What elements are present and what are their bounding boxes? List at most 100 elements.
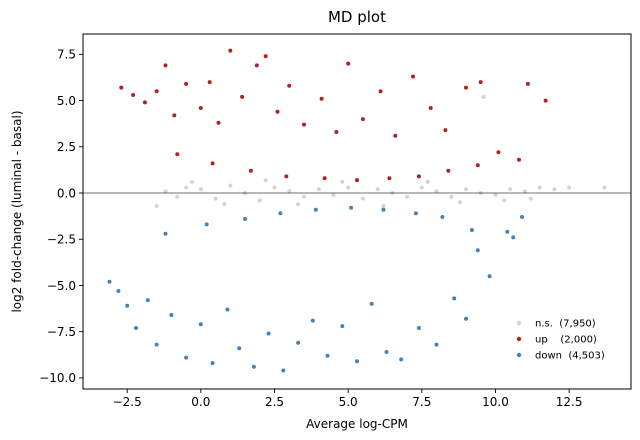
point-down: [163, 231, 168, 236]
point-up: [275, 109, 280, 114]
point-ns: [522, 189, 527, 194]
point-up: [287, 83, 292, 88]
point-down: [310, 318, 315, 323]
legend-marker-up: [516, 336, 522, 342]
x-tick-label: 0.0: [191, 395, 210, 409]
point-ns: [213, 196, 218, 201]
point-down: [116, 289, 121, 293]
point-up: [154, 89, 159, 94]
x-tick-label: 2.5: [265, 395, 284, 409]
point-down: [399, 357, 404, 362]
point-up: [228, 48, 233, 53]
legend-label-down: down (4,503): [535, 351, 605, 362]
point-ns: [287, 189, 292, 194]
point-down: [452, 296, 457, 301]
point-down: [487, 274, 492, 279]
point-ns: [381, 204, 386, 208]
point-ns: [190, 179, 194, 184]
point-down: [384, 350, 389, 354]
series-ns: [154, 94, 607, 208]
y-axis: −10.0 −7.5 −5.0 −2.5 0.0 2.5 5.0 7.5: [39, 48, 83, 385]
point-down: [416, 326, 421, 330]
point-down: [340, 324, 345, 329]
legend-label-up: up (2,000): [535, 335, 597, 346]
y-tick-label: −7.5: [47, 325, 76, 339]
point-down: [381, 207, 386, 212]
point-down: [225, 307, 230, 312]
series-down: [107, 205, 524, 373]
point-ns: [331, 192, 336, 197]
legend: n.s. (7,950) up (2,000) down (4,503): [516, 319, 605, 362]
y-tick-label: 0.0: [57, 186, 76, 200]
point-up: [319, 96, 324, 101]
point-down: [154, 342, 159, 347]
legend-marker-down: [516, 352, 522, 358]
point-ns: [528, 196, 533, 201]
point-up: [525, 81, 530, 86]
x-tick-label: 12.5: [556, 395, 583, 409]
point-down: [145, 298, 150, 303]
y-tick-label: 5.0: [57, 94, 76, 108]
legend-label-ns: n.s. (7,950): [535, 319, 596, 330]
point-down: [369, 301, 374, 306]
point-down: [464, 316, 468, 321]
point-ns: [449, 194, 454, 199]
point-ns: [296, 202, 301, 207]
point-up: [360, 117, 365, 122]
point-ns: [552, 187, 557, 192]
x-tick-label: 10.0: [482, 395, 509, 409]
point-down: [237, 346, 242, 351]
points-layer: [107, 48, 607, 373]
point-up: [302, 122, 306, 127]
y-axis-label: log2 fold-change (luminal - basal): [10, 110, 24, 312]
point-ns: [508, 187, 513, 192]
point-up: [207, 80, 212, 85]
point-up: [131, 93, 136, 97]
point-up: [517, 157, 521, 162]
x-tick-label: 5.0: [339, 395, 358, 409]
point-ns: [302, 194, 306, 199]
point-up: [172, 113, 177, 118]
point-down: [296, 340, 301, 345]
point-ns: [316, 187, 321, 192]
plot-background: [83, 34, 631, 389]
point-up: [142, 100, 147, 105]
point-up: [334, 130, 339, 134]
point-ns: [537, 185, 542, 190]
point-ns: [175, 194, 180, 199]
y-tick-label: 2.5: [57, 140, 76, 154]
point-up: [284, 174, 289, 179]
point-down: [278, 211, 283, 216]
point-down: [325, 353, 330, 358]
point-down: [475, 248, 480, 253]
point-down: [469, 228, 474, 232]
point-down: [251, 364, 256, 369]
point-ns: [602, 185, 607, 190]
point-ns: [502, 198, 507, 203]
point-ns: [375, 187, 380, 192]
point-ns: [198, 187, 203, 192]
point-down: [355, 359, 359, 364]
y-tick-label: −10.0: [39, 371, 76, 385]
point-ns: [228, 183, 233, 188]
point-ns: [481, 94, 486, 99]
point-up: [240, 94, 245, 99]
point-ns: [405, 194, 410, 199]
point-up: [464, 85, 468, 90]
point-ns: [458, 200, 463, 205]
point-down: [184, 355, 189, 360]
point-ns: [567, 185, 572, 190]
point-up: [263, 54, 268, 59]
point-down: [169, 313, 174, 317]
point-up: [184, 81, 189, 86]
point-up: [346, 61, 351, 66]
point-up: [416, 174, 421, 179]
point-down: [313, 207, 318, 212]
point-up: [163, 63, 168, 68]
plot-frame: [82, 33, 632, 390]
point-up: [387, 176, 392, 181]
point-ns: [222, 202, 227, 207]
point-down: [505, 229, 510, 234]
point-down: [134, 326, 138, 330]
